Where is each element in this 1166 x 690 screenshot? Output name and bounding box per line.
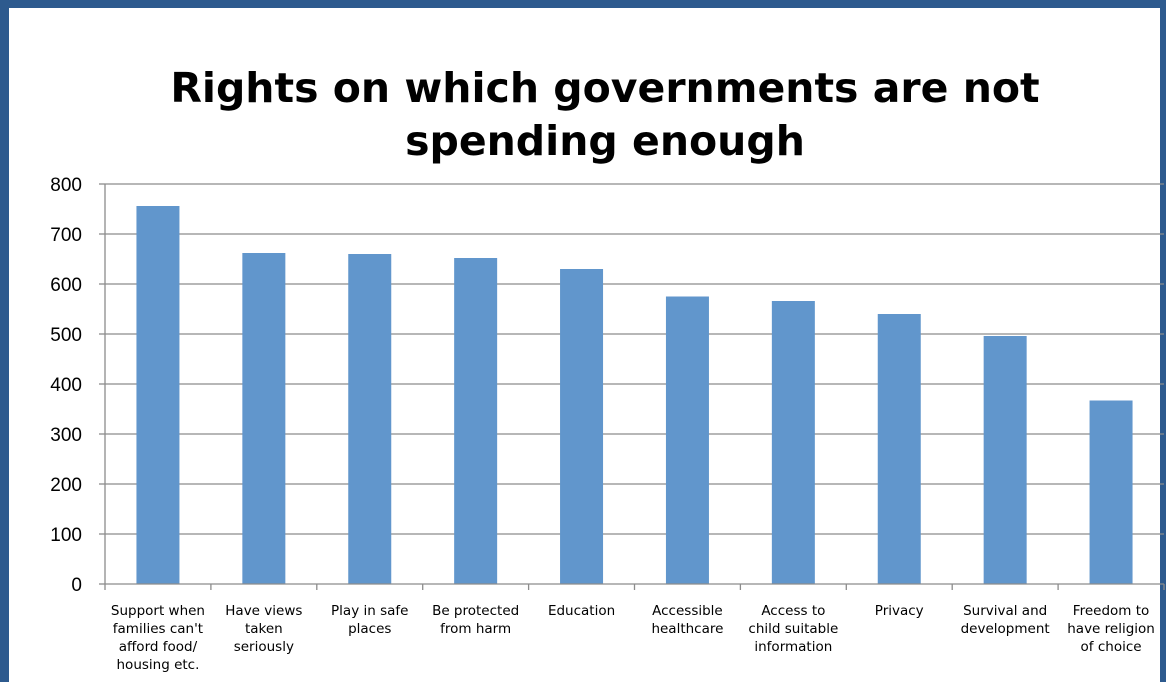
y-tick-label: 100 [50,525,82,546]
x-tick-label-line: Support when [111,603,205,619]
x-tick-label-line: places [348,621,391,637]
x-axis-tick-labels: Support when families can't afford food/ho… [111,603,1155,673]
x-tick-label: Education [548,603,615,619]
bar [136,206,180,584]
y-tick-label: 400 [50,375,82,396]
y-tick-label: 300 [50,425,82,446]
x-tick-label-line: Education [548,603,615,619]
bar [983,336,1027,584]
y-tick-label: 600 [50,275,82,296]
y-tick-label: 0 [71,575,82,596]
x-tick-label: Privacy [875,603,924,619]
bar [454,258,498,584]
y-tick-label: 700 [50,225,82,246]
x-tick-label-line: afford food/ [119,639,198,655]
x-tick-label-line: taken [245,621,283,637]
x-tick-label-line: Have views [225,603,302,619]
bar-chart: Rights on which governments are not spend… [50,64,1165,673]
x-tick-label-line: child suitable [748,621,838,637]
bar [665,296,709,584]
bar [560,269,604,584]
x-tick-label-line: from harm [440,621,511,637]
x-tick-label-line: development [961,621,1050,637]
x-tick-label: Be protected from harm [432,603,519,637]
bars [136,206,1133,584]
x-tick-label-line: families can't [113,621,203,637]
x-tick-label-line: healthcare [651,621,723,637]
x-tick-label: Support when families can't afford food/ho… [111,603,205,673]
chart-title: Rights on which governments are not spend… [170,64,1039,165]
y-tick-label: 800 [50,175,82,196]
bar [242,253,286,584]
axes [99,183,1165,590]
x-tick-label: Access to child suitable information [748,603,838,655]
bar [877,314,921,584]
x-tick-label: Accessible healthcare [651,603,723,637]
x-tick-label: Have views taken seriously [225,603,302,655]
x-tick-label-line: have religion [1067,621,1155,637]
x-tick-label-line: of choice [1081,639,1142,655]
x-tick-label-line: housing etc. [117,657,200,673]
bar [348,254,392,584]
x-tick-label: Play in safe places [331,603,408,637]
y-axis-tick-labels: 0 100 200 300 400 500 600 700 800 [50,175,82,596]
chart-title-line-1: Rights on which governments are not [170,64,1039,112]
bar [771,301,815,584]
x-tick-label-line: seriously [234,639,294,655]
y-tick-label: 500 [50,325,82,346]
x-tick-label-line: Be protected [432,603,519,619]
x-tick-label-line: information [754,639,832,655]
bar [1089,400,1133,584]
x-tick-label-line: Freedom to [1073,603,1149,619]
chart-title-line-2: spending enough [405,117,805,165]
x-tick-label: Survival and development [961,603,1050,637]
x-tick-label-line: Accessible [652,603,723,619]
x-tick-label-line: Play in safe [331,603,408,619]
x-tick-label-line: Access to [761,603,825,619]
x-tick-label: Freedom to have religion of choice [1067,603,1155,655]
x-tick-label-line: Privacy [875,603,924,619]
x-tick-label-line: Survival and [963,603,1047,619]
y-tick-label: 200 [50,475,82,496]
